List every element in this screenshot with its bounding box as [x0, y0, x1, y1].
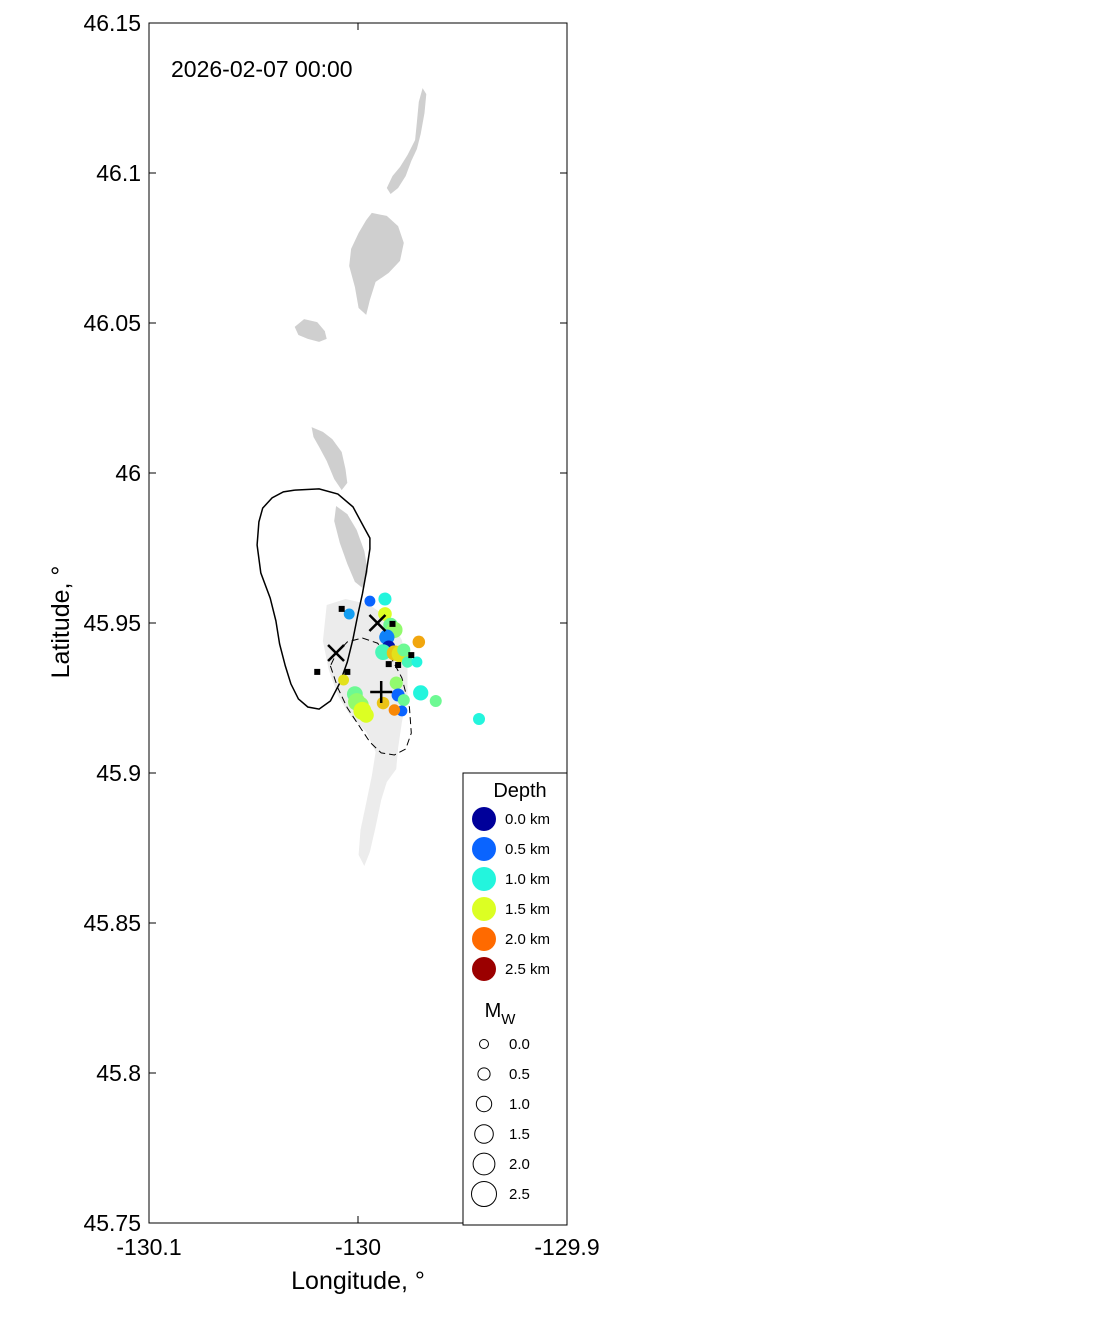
- caldera-rim-line: [256, 488, 371, 710]
- y-tick-label-0: 45.75: [83, 1210, 141, 1236]
- x-marker-0: [368, 614, 387, 632]
- depth-legend-swatch-2: [472, 867, 496, 891]
- earthquake-event-15: [389, 676, 403, 690]
- axis-ticks: 45.75 45.8 45.85 45.9 45.95 46 46.05 46.1 46.15 -…: [83, 10, 599, 1260]
- depth-legend-label-4: 2.0 km: [505, 931, 550, 948]
- caldera-rim-layer: [256, 488, 412, 756]
- depth-legend-label-5: 2.5 km: [505, 961, 550, 978]
- lava-flow-dark-1: [349, 212, 404, 315]
- earthquake-event-8: [375, 644, 391, 661]
- earthquake-event-21: [358, 707, 374, 723]
- plus-marker-0: [370, 681, 393, 703]
- earthquake-event-14: [411, 656, 423, 668]
- y-tick-label-5: 46: [115, 460, 141, 486]
- magnitude-legend-label-2: 1.0: [509, 1096, 530, 1113]
- y-tick-label-7: 46.1: [96, 160, 141, 186]
- x-marker-1: [327, 644, 345, 662]
- station-marker-1: [389, 620, 396, 627]
- depth-legend-title: Depth: [493, 780, 546, 802]
- magnitude-legend-circle-4: [472, 1152, 496, 1176]
- earthquake-event-27: [413, 685, 429, 701]
- station-marker-4: [395, 662, 402, 668]
- magnitude-legend-circle-3: [474, 1124, 494, 1144]
- y-tick-label-3: 45.9: [96, 760, 141, 786]
- depth-legend-label-1: 0.5 km: [505, 841, 550, 858]
- lava-flow-dark-0: [386, 88, 427, 194]
- marker-layer: [314, 605, 415, 703]
- secondary-rim-dashed-line: [329, 637, 412, 756]
- y-tick-label-2: 45.85: [83, 910, 141, 936]
- earthquake-event-11: [397, 643, 411, 657]
- lava-flow-dark-2: [294, 319, 327, 342]
- depth-legend-swatch-4: [472, 927, 496, 951]
- magnitude-legend-circle-0: [479, 1039, 489, 1049]
- earthquake-event-24: [397, 694, 410, 707]
- lava-flow-dark-4: [334, 506, 368, 588]
- depth-legend-swatch-5: [472, 957, 496, 981]
- magnitude-legend-circle-2: [475, 1095, 493, 1113]
- depth-legend-swatch-1: [472, 837, 496, 861]
- y-tick-label-6: 46.05: [83, 310, 141, 336]
- station-marker-0: [338, 605, 345, 612]
- earthquake-event-12: [401, 656, 414, 668]
- earthquake-event-22: [376, 696, 390, 710]
- earthquake-event-26: [388, 704, 401, 716]
- earthquake-event-16: [338, 674, 350, 686]
- depth-legend-label-2: 1.0 km: [505, 871, 550, 888]
- station-marker-6: [385, 661, 392, 668]
- earthquake-events-layer: [338, 592, 486, 726]
- legend: Depth 0.0 km 0.5 km 1.0 km 1.5 km 2.0 km 2.5 …: [462, 772, 568, 1226]
- magnitude-legend-label-5: 2.5: [509, 1186, 530, 1203]
- x-tick-label-2: -129.9: [534, 1234, 599, 1260]
- y-axis-title: Latitude, °: [47, 566, 75, 679]
- magnitude-legend-title: MW: [485, 1000, 517, 1028]
- y-tick-label-1: 45.8: [96, 1060, 141, 1086]
- magnitude-legend-label-3: 1.5: [509, 1126, 530, 1143]
- station-marker-3: [344, 668, 351, 675]
- magnitude-legend-label-4: 2.0: [509, 1156, 530, 1173]
- station-marker-5: [408, 652, 415, 659]
- depth-legend-label-0: 0.0 km: [505, 811, 550, 828]
- y-tick-label-4: 45.95: [83, 610, 141, 636]
- x-axis-title: Longitude, °: [291, 1267, 425, 1295]
- earthquake-event-0: [364, 595, 376, 607]
- x-tick-label-1: -130: [335, 1234, 381, 1260]
- magnitude-legend-label-0: 0.0: [509, 1036, 530, 1053]
- earthquake-event-13: [412, 635, 426, 649]
- earthquake-event-29: [473, 712, 486, 726]
- x-tick-label-0: -130.1: [116, 1234, 181, 1260]
- earthquake-event-28: [429, 694, 442, 708]
- magnitude-legend-circle-5: [471, 1181, 497, 1207]
- lava-flow-dark-3: [311, 427, 348, 491]
- y-tick-label-8: 46.15: [83, 10, 141, 36]
- timestamp-label: 2026-02-07 00:00: [171, 56, 353, 82]
- magnitude-legend-label-1: 0.5: [509, 1066, 530, 1083]
- depth-legend-swatch-3: [472, 897, 496, 921]
- station-marker-2: [314, 668, 321, 675]
- depth-legend-swatch-0: [472, 807, 496, 831]
- earthquake-event-2: [343, 608, 355, 620]
- depth-legend-label-3: 1.5 km: [505, 901, 550, 918]
- earthquake-event-1: [378, 592, 392, 606]
- magnitude-legend-entries: 0.0 0.5 1.0 1.5 2.0 2.5: [471, 1036, 530, 1207]
- depth-legend-entries: 0.0 km 0.5 km 1.0 km 1.5 km 2.0 km 2.5 km: [472, 807, 550, 981]
- magnitude-legend-circle-1: [477, 1067, 491, 1081]
- lava-flow-layer: [294, 88, 427, 866]
